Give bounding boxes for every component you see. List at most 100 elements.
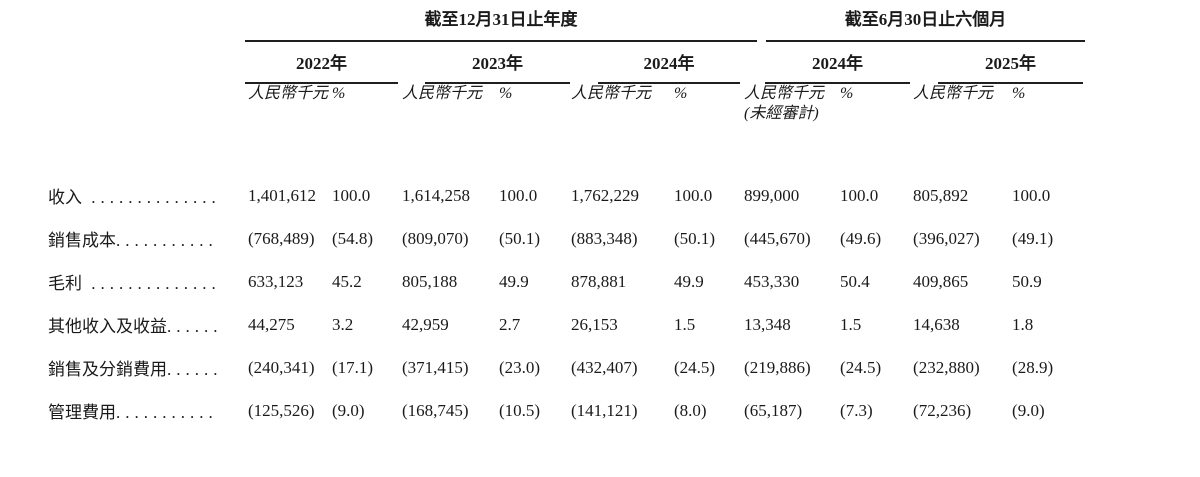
unit-label: 人民幣千元 — [248, 85, 329, 102]
amount-cell: (432,407) — [571, 357, 638, 377]
unit-label: 人民幣千元 — [744, 85, 825, 102]
year-header-2024: 2024年 — [571, 42, 744, 84]
empty-cell — [913, 104, 1085, 124]
row-label: 毛利 .............. — [48, 260, 248, 303]
percent-cell: 100.0 — [499, 185, 538, 205]
dot-leader: ........... — [116, 403, 218, 422]
amount-cell: (72,236) — [913, 400, 972, 420]
percent-cell: (23.0) — [499, 357, 541, 377]
year-header-2025-interim: 2025年 — [913, 42, 1085, 84]
row-label: 收入 .............. — [48, 174, 248, 217]
amount-cell: 409,865 — [913, 271, 969, 291]
dot-leader: ........... — [116, 231, 218, 250]
year-header-2024-interim: 2024年 — [744, 42, 913, 84]
row-label: 銷售及分銷費用...... — [48, 346, 248, 389]
percent-cell: (50.1) — [499, 228, 541, 248]
table-row: 銷售成本........... (768,489) (54.8) (809,070)(… — [48, 217, 1085, 260]
percent-cell: 100.0 — [1012, 185, 1051, 205]
percent-label: % — [499, 85, 513, 102]
percent-cell: 100.0 — [674, 185, 713, 205]
percent-cell: 1.8 — [1012, 314, 1034, 334]
year-header-2023: 2023年 — [402, 42, 571, 84]
percent-label: % — [1012, 85, 1026, 102]
amount-cell: (65,187) — [744, 400, 803, 420]
percent-cell: (24.5) — [674, 357, 716, 377]
amount-cell: 453,330 — [744, 271, 800, 291]
amount-cell: (371,415) — [402, 357, 469, 377]
percent-label: % — [840, 85, 854, 102]
percent-cell: (17.1) — [332, 357, 374, 377]
period-group-interim: 截至6月30日止六個月 — [744, 10, 1086, 42]
amount-cell: (768,489) — [248, 228, 315, 248]
percent-cell: 100.0 — [840, 185, 879, 205]
percent-cell: (7.3) — [840, 400, 873, 420]
row-label-column-spacer — [48, 42, 248, 84]
amount-cell: (809,070) — [402, 228, 469, 248]
percent-cell: 49.9 — [499, 271, 529, 291]
unit-label: 人民幣千元 — [913, 85, 994, 102]
amount-cell: (141,121) — [571, 400, 638, 420]
dot-leader: .............. — [82, 274, 221, 293]
table-body: 收入 .............. 1,401,612 100.0 1,614,258… — [48, 174, 1085, 432]
dot-leader: .............. — [82, 188, 221, 207]
amount-cell: (445,670) — [744, 228, 811, 248]
amount-cell: 633,123 — [248, 271, 304, 291]
percent-cell: 1.5 — [674, 314, 696, 334]
amount-cell: 805,188 — [402, 271, 458, 291]
row-label: 管理費用........... — [48, 389, 248, 432]
percent-cell: 50.9 — [1012, 271, 1042, 291]
row-label: 其他收入及收益...... — [48, 303, 248, 346]
percent-cell: 50.4 — [840, 271, 870, 291]
spacer-cell — [48, 124, 1085, 174]
percent-cell: 100.0 — [332, 185, 371, 205]
dot-leader: ...... — [167, 317, 223, 336]
header-body-spacer — [48, 124, 1085, 174]
percent-label: % — [674, 85, 688, 102]
amount-cell: 1,762,229 — [571, 185, 639, 205]
row-label-text: 銷售成本 — [48, 231, 116, 250]
unaudited-note: (未經審計) — [744, 105, 819, 122]
percent-label: % — [332, 85, 346, 102]
percent-cell: 49.9 — [674, 271, 704, 291]
row-label-text: 收入 — [48, 188, 82, 207]
period-group-annual: 截至12月31日止年度 — [245, 10, 758, 42]
amount-cell: 1,401,612 — [248, 185, 316, 205]
amount-cell: (232,880) — [913, 357, 980, 377]
amount-cell: (125,526) — [248, 400, 315, 420]
financial-summary-table: 截至12月31日止年度 截至6月30日止六個月 2022年 2023年 — [48, 10, 1086, 432]
percent-cell: 45.2 — [332, 271, 362, 291]
amount-cell: 13,348 — [744, 314, 791, 334]
amount-cell: (168,745) — [402, 400, 469, 420]
amount-cell: 42,959 — [402, 314, 449, 334]
year-header-2022: 2022年 — [245, 42, 402, 84]
amount-cell: (396,027) — [913, 228, 980, 248]
amount-cell: (219,886) — [744, 357, 811, 377]
percent-cell: (9.0) — [332, 400, 365, 420]
unaudited-note-row: (未經審計) — [48, 104, 1085, 124]
row-label-text: 毛利 — [48, 274, 82, 293]
empty-cell — [248, 104, 744, 124]
unit-label: 人民幣千元 — [402, 85, 483, 102]
row-label-column-spacer — [48, 84, 248, 104]
percent-cell: 1.5 — [840, 314, 862, 334]
row-label: 銷售成本........... — [48, 217, 248, 260]
period-group-row: 截至12月31日止年度 截至6月30日止六個月 — [48, 10, 1086, 42]
table-header: 截至12月31日止年度 截至6月30日止六個月 2022年 2023年 — [48, 10, 1086, 174]
amount-cell: 1,614,258 — [402, 185, 470, 205]
percent-cell: (49.6) — [840, 228, 882, 248]
amount-cell: 899,000 — [744, 185, 800, 205]
amount-cell: 14,638 — [913, 314, 960, 334]
percent-cell: (50.1) — [674, 228, 716, 248]
amount-cell: 26,153 — [571, 314, 618, 334]
amount-cell: 44,275 — [248, 314, 295, 334]
unit-label: 人民幣千元 — [571, 85, 652, 102]
percent-cell: 3.2 — [332, 314, 354, 334]
amount-cell: 805,892 — [913, 185, 969, 205]
percent-cell: (54.8) — [332, 228, 374, 248]
percent-cell: (24.5) — [840, 357, 882, 377]
table-row: 銷售及分銷費用...... (240,341) (17.1) (371,415) (23… — [48, 346, 1085, 389]
period-title-interim: 截至6月30日止六個月 — [844, 10, 1007, 29]
row-label-column-spacer — [48, 10, 248, 42]
amount-cell: (883,348) — [571, 228, 638, 248]
amount-cell: 878,881 — [571, 271, 627, 291]
